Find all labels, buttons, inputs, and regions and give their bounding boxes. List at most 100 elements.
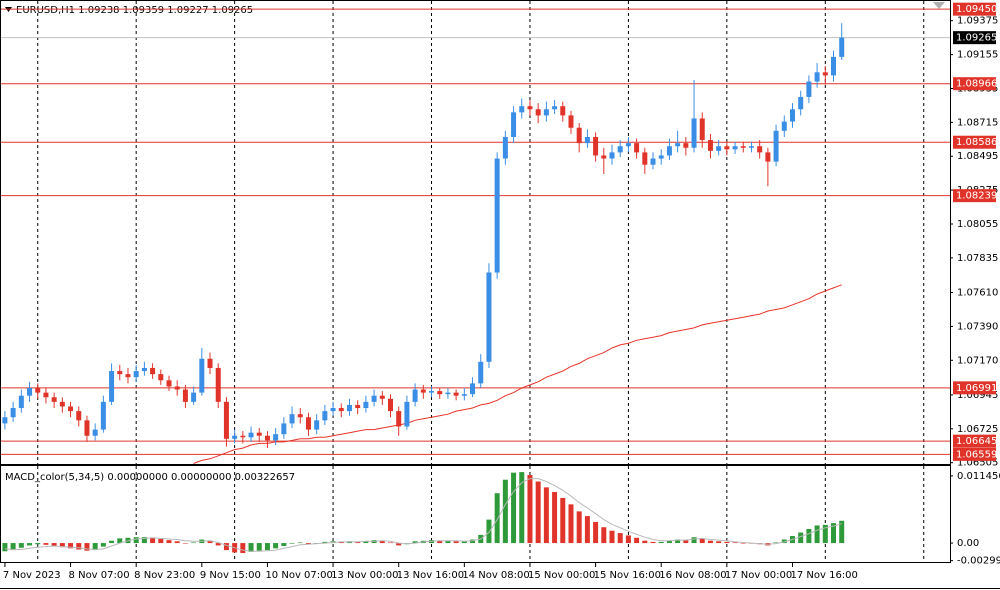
candle-body xyxy=(781,121,787,131)
y-tick-label: 0.00 xyxy=(957,538,979,549)
histogram-bar xyxy=(625,535,631,544)
histogram-bar xyxy=(18,543,24,548)
y-tick-label: 0.0114563 xyxy=(957,471,1000,482)
histogram-bar xyxy=(174,541,180,544)
y-tick-label: 1.06725 xyxy=(957,424,998,435)
level-label-box xyxy=(953,447,996,461)
x-tick-label: 15 Nov 16:00 xyxy=(594,570,661,581)
histogram-bar xyxy=(806,528,812,544)
histogram-bar xyxy=(494,493,500,544)
candle-body xyxy=(519,106,525,113)
histogram-bar xyxy=(109,540,115,544)
histogram-bar xyxy=(781,539,787,544)
candle-body xyxy=(35,388,41,393)
histogram-bar xyxy=(355,541,361,544)
candle-body xyxy=(584,136,590,144)
histogram-bar xyxy=(281,543,287,546)
histogram-bar xyxy=(716,541,722,544)
candle-body xyxy=(371,395,377,402)
histogram-bar xyxy=(740,543,746,544)
candle-body xyxy=(740,146,746,148)
x-tick-label: 8 Nov 23:00 xyxy=(134,570,195,581)
candle-body xyxy=(732,146,738,150)
histogram-bar xyxy=(51,543,57,546)
histogram-bar xyxy=(584,516,590,544)
level-label: 1.06645 xyxy=(956,436,997,447)
candle-body xyxy=(322,411,328,421)
candle-body xyxy=(338,408,344,412)
candle-body xyxy=(273,434,279,441)
candle-body xyxy=(634,143,640,153)
y-tick-label: 1.07390 xyxy=(957,321,998,332)
candle-body xyxy=(305,417,311,430)
candle-body xyxy=(256,432,262,436)
histogram-bar xyxy=(814,525,820,544)
histogram-bar xyxy=(305,543,311,545)
histogram-bar xyxy=(683,540,689,544)
candle-body xyxy=(109,371,115,402)
candle-body xyxy=(207,358,213,368)
histogram-bar xyxy=(470,539,476,544)
y-tick-label: 1.06945 xyxy=(957,390,998,401)
candle-body xyxy=(625,143,631,147)
candle-body xyxy=(429,391,435,393)
histogram-bar xyxy=(158,538,164,544)
histogram-bar xyxy=(27,543,33,546)
candle-body xyxy=(486,272,492,362)
candle-body xyxy=(822,72,828,76)
candle-body xyxy=(281,423,287,435)
candle-body xyxy=(535,109,541,116)
candle-body xyxy=(232,435,238,439)
price-label-box xyxy=(953,31,996,45)
x-tick-label: 10 Nov 07:00 xyxy=(265,570,332,581)
histogram-bar xyxy=(182,543,188,544)
candle-body xyxy=(314,420,320,430)
candle-body xyxy=(355,404,361,409)
histogram-bar xyxy=(133,537,139,544)
histogram-bar xyxy=(141,537,147,544)
candle-body xyxy=(445,392,451,395)
histogram-bar xyxy=(650,541,656,544)
candle-body xyxy=(494,158,500,273)
candle-body xyxy=(650,158,656,165)
histogram-bar xyxy=(223,543,229,551)
candle-body xyxy=(789,109,795,122)
candle-body xyxy=(593,136,599,156)
shift-marker[interactable] xyxy=(933,2,945,9)
histogram-bar xyxy=(609,530,615,544)
x-tick-label: 17 Nov 16:00 xyxy=(790,570,857,581)
candle-body xyxy=(404,401,410,427)
histogram-bar xyxy=(658,541,664,544)
histogram-bar xyxy=(388,542,394,544)
candle-body xyxy=(84,420,90,436)
candle-body xyxy=(43,392,49,398)
candle-body xyxy=(773,130,779,162)
histogram-bar xyxy=(100,543,106,547)
level-label-box xyxy=(953,381,996,395)
candle-body xyxy=(691,118,697,148)
chart-title: EURUSD,H1 1.09238 1.09359 1.09227 1.0926… xyxy=(16,5,253,16)
candle-body xyxy=(552,106,558,110)
candle-body xyxy=(461,394,467,396)
level-label-box xyxy=(953,434,996,448)
y-tick-label: 1.07170 xyxy=(957,355,998,366)
y-tick-label: 1.08055 xyxy=(957,219,998,230)
histogram-bar xyxy=(511,472,517,544)
candle-body xyxy=(158,374,164,381)
histogram-bar xyxy=(543,487,549,544)
histogram-bar xyxy=(207,540,213,544)
level-label: 1.06559 xyxy=(956,449,997,460)
histogram-bar xyxy=(527,475,533,544)
candle-body xyxy=(527,106,533,110)
candle-body xyxy=(223,401,229,439)
histogram-bar xyxy=(666,540,672,544)
histogram-bar xyxy=(59,543,65,548)
panel-frame xyxy=(0,0,951,465)
histogram-bar xyxy=(831,523,837,544)
histogram-bar xyxy=(445,540,451,544)
candle-body xyxy=(765,152,771,162)
candle-body xyxy=(166,380,172,387)
candle-body xyxy=(117,371,123,375)
